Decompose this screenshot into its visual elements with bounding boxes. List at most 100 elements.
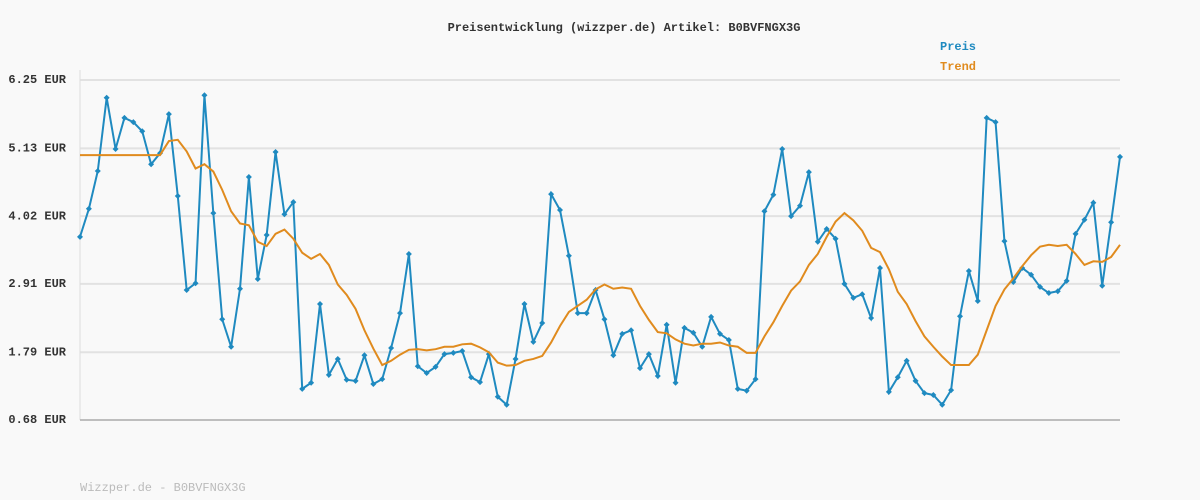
point [459, 348, 466, 355]
point [210, 210, 217, 217]
point [370, 380, 377, 387]
point [379, 376, 386, 383]
point [885, 388, 892, 395]
footer: Wizzper.de - B0BVFNGX3G [80, 481, 246, 495]
point [512, 355, 519, 362]
point [1037, 283, 1043, 290]
point [1054, 288, 1061, 295]
chart-title: Preisentwicklung (wizzper.de) Artikel: B… [448, 21, 801, 35]
point [148, 161, 155, 168]
point [1063, 277, 1070, 284]
point [174, 192, 181, 199]
point [823, 225, 830, 232]
point [165, 111, 172, 118]
point [290, 199, 297, 206]
y-tick-label: 0.68 EUR [8, 413, 66, 427]
point [877, 265, 883, 272]
point [139, 128, 146, 135]
point [130, 119, 137, 126]
point [983, 114, 990, 121]
legend-entry: Preis [940, 40, 976, 54]
point [779, 145, 786, 152]
point [1072, 230, 1079, 237]
point [610, 352, 617, 359]
point [992, 119, 999, 126]
point [814, 238, 821, 245]
point [628, 327, 635, 334]
point [77, 233, 83, 240]
y-tick-label: 1.79 EUR [8, 345, 66, 359]
point [912, 377, 919, 384]
point [272, 149, 279, 156]
point [565, 252, 572, 259]
point [645, 351, 652, 358]
point [805, 169, 812, 176]
point [441, 351, 448, 358]
point [254, 275, 261, 282]
point [717, 330, 723, 337]
line-preis [79, 95, 1121, 407]
point [681, 324, 688, 331]
point [263, 232, 270, 239]
point [708, 313, 715, 320]
point [734, 385, 741, 392]
point [228, 343, 235, 350]
point [574, 310, 581, 317]
point [699, 343, 706, 350]
point [974, 297, 981, 304]
point [939, 401, 946, 408]
point [343, 376, 350, 383]
point [317, 301, 323, 308]
point [121, 114, 128, 121]
point [201, 92, 208, 99]
point [494, 393, 501, 400]
point [761, 208, 768, 215]
point [308, 379, 315, 386]
point [192, 280, 199, 287]
point [743, 387, 750, 394]
y-tick-label: 2.91 EUR [8, 277, 66, 291]
point [957, 313, 963, 320]
point [619, 330, 626, 337]
point [237, 285, 243, 292]
point [921, 390, 928, 397]
point [183, 286, 190, 293]
point [601, 316, 608, 323]
point [468, 374, 475, 381]
point [450, 349, 457, 356]
point [299, 385, 306, 392]
line-trend [80, 138, 1121, 367]
point [965, 268, 972, 275]
point [521, 301, 528, 308]
point [948, 387, 955, 394]
point [388, 344, 395, 351]
point [405, 250, 412, 257]
point [903, 357, 910, 364]
point [1108, 219, 1115, 226]
y-tick-label: 4.02 EUR [8, 209, 66, 223]
point [432, 363, 439, 370]
point [1090, 199, 1097, 206]
point [1099, 282, 1106, 289]
point [334, 355, 341, 362]
point [503, 401, 510, 408]
point [725, 337, 732, 344]
point [930, 391, 937, 398]
point [1045, 290, 1052, 297]
legend-entry: Trend [940, 60, 976, 74]
point [548, 191, 555, 198]
point [325, 371, 332, 378]
point [85, 205, 92, 212]
y-tick-label: 5.13 EUR [8, 142, 66, 156]
point [352, 377, 359, 384]
point [690, 329, 697, 336]
point [859, 291, 866, 298]
point [894, 374, 901, 381]
point [414, 363, 421, 370]
point [557, 207, 563, 214]
point [841, 280, 848, 287]
point [850, 294, 857, 301]
point [663, 321, 670, 328]
point [477, 379, 483, 386]
